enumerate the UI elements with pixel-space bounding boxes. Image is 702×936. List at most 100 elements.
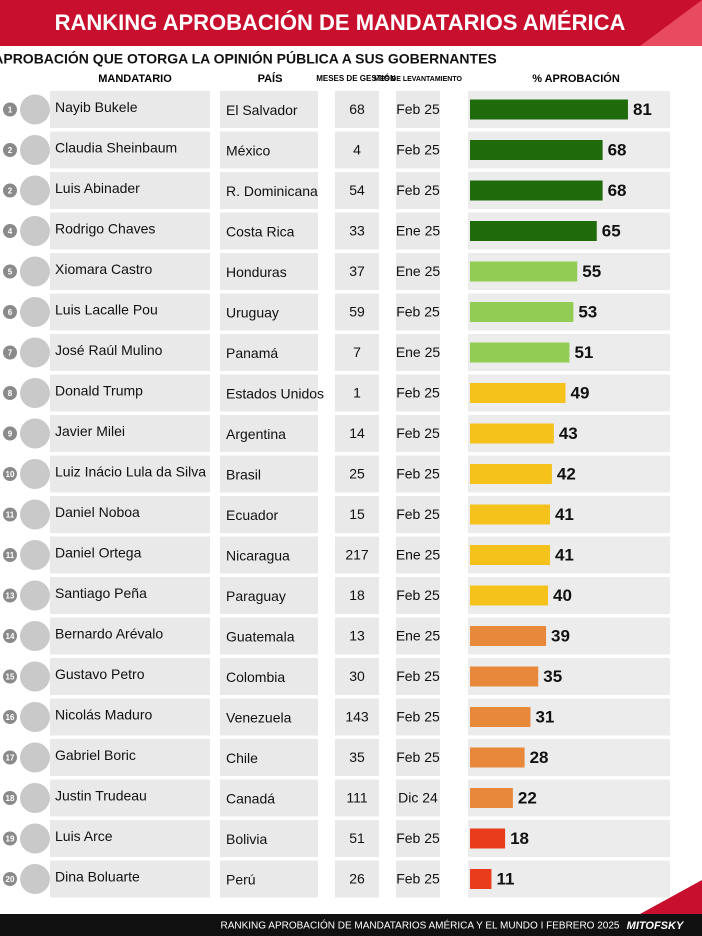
rank: 13 <box>6 592 15 601</box>
country: Ecuador <box>226 507 278 523</box>
months-in-office: 30 <box>349 668 365 684</box>
column-header: MESES DE GESTIÓN <box>316 74 396 83</box>
rank-badge <box>3 224 17 238</box>
country: Costa Rica <box>226 224 295 240</box>
bar <box>470 261 578 282</box>
value-label: 51 <box>574 343 593 362</box>
name-cell <box>50 496 210 533</box>
value-label: 39 <box>551 626 570 645</box>
bar <box>470 302 574 322</box>
name-cell <box>50 334 210 371</box>
months-cell <box>335 577 379 614</box>
country: Brasil <box>226 467 261 483</box>
rank-badge <box>3 264 17 279</box>
leader-name: Santiago Peña <box>55 585 147 601</box>
header-band <box>0 0 702 46</box>
survey-month: Ene 25 <box>396 223 441 239</box>
bar <box>470 221 597 241</box>
bar <box>470 423 554 444</box>
rank: 14 <box>6 632 15 641</box>
leader-name: Gustavo Petro <box>55 666 145 682</box>
country: Paraguay <box>226 588 286 604</box>
leader-name: Justin Trudeau <box>55 788 147 804</box>
rank-badge <box>3 548 17 562</box>
value-label: 81 <box>633 100 652 119</box>
rank: 4 <box>8 227 13 236</box>
column-header: MES DE LEVANTAMIENTO <box>374 76 462 83</box>
name-cell <box>50 617 210 655</box>
survey-cell <box>396 293 440 331</box>
country-cell <box>220 374 318 412</box>
leader-name: Nicolás Maduro <box>55 707 152 723</box>
country: Perú <box>226 872 256 888</box>
months-cell <box>335 820 379 857</box>
months-in-office: 217 <box>345 547 369 563</box>
column-header: MANDATARIO <box>98 73 172 85</box>
survey-cell <box>396 253 440 290</box>
leader-name: José Raúl Mulino <box>55 342 163 358</box>
leader-name: Donald Trump <box>55 383 143 399</box>
value-label: 55 <box>582 262 601 281</box>
photo <box>20 783 50 813</box>
months-cell <box>335 253 379 290</box>
months-in-office: 37 <box>349 263 365 279</box>
value-label: 41 <box>555 505 574 524</box>
survey-cell <box>396 91 440 128</box>
country-cell <box>220 496 318 533</box>
months-cell <box>335 293 379 331</box>
rank: 2 <box>8 146 13 155</box>
leader-name: Gabriel Boric <box>55 747 136 763</box>
survey-month: Feb 25 <box>396 142 440 158</box>
column-header: PAÍS <box>258 72 283 85</box>
survey-month: Feb 25 <box>396 668 440 684</box>
bar <box>470 180 603 201</box>
name-cell <box>50 374 210 412</box>
country: El Salvador <box>226 102 298 118</box>
value-label: 28 <box>530 748 549 767</box>
country-cell <box>220 91 318 128</box>
country-cell <box>220 698 318 736</box>
country-cell <box>220 172 318 209</box>
rank: 19 <box>6 835 15 844</box>
survey-month: Feb 25 <box>396 749 440 765</box>
survey-month: Feb 25 <box>396 182 440 198</box>
column-header: % APROBACIÓN <box>532 72 620 85</box>
value-label: 53 <box>578 302 597 321</box>
months-in-office: 59 <box>349 304 365 320</box>
months-cell <box>335 415 379 452</box>
rank-badge <box>3 305 17 319</box>
months-cell <box>335 658 379 695</box>
country-cell <box>220 658 318 695</box>
leader-name: Luiz Inácio Lula da Silva <box>55 464 206 480</box>
header-corner <box>640 0 702 46</box>
survey-cell <box>396 577 440 614</box>
rank-badge <box>3 669 17 684</box>
months-in-office: 25 <box>349 466 365 482</box>
months-in-office: 7 <box>353 344 361 360</box>
photo <box>20 580 50 611</box>
name-cell <box>50 91 210 128</box>
rank: 11 <box>6 551 15 560</box>
photo <box>20 499 50 530</box>
country: Argentina <box>226 426 286 442</box>
name-cell <box>50 577 210 614</box>
brand: MITOFSKY <box>627 920 685 932</box>
photo <box>20 864 50 894</box>
months-in-office: 4 <box>353 142 361 158</box>
bar <box>470 869 492 889</box>
months-cell <box>335 334 379 371</box>
value-label: 43 <box>559 424 578 443</box>
bar <box>470 585 548 606</box>
country: Panamá <box>226 345 278 361</box>
country-cell <box>220 739 318 776</box>
footer-corner <box>640 880 702 914</box>
photo <box>20 216 50 246</box>
survey-cell <box>396 617 440 655</box>
survey-cell <box>396 172 440 209</box>
rank-badge <box>3 791 17 805</box>
survey-cell <box>396 374 440 412</box>
months-cell <box>335 91 379 128</box>
leader-name: Xiomara Castro <box>55 261 152 277</box>
months-cell <box>335 698 379 736</box>
survey-cell <box>396 536 440 574</box>
